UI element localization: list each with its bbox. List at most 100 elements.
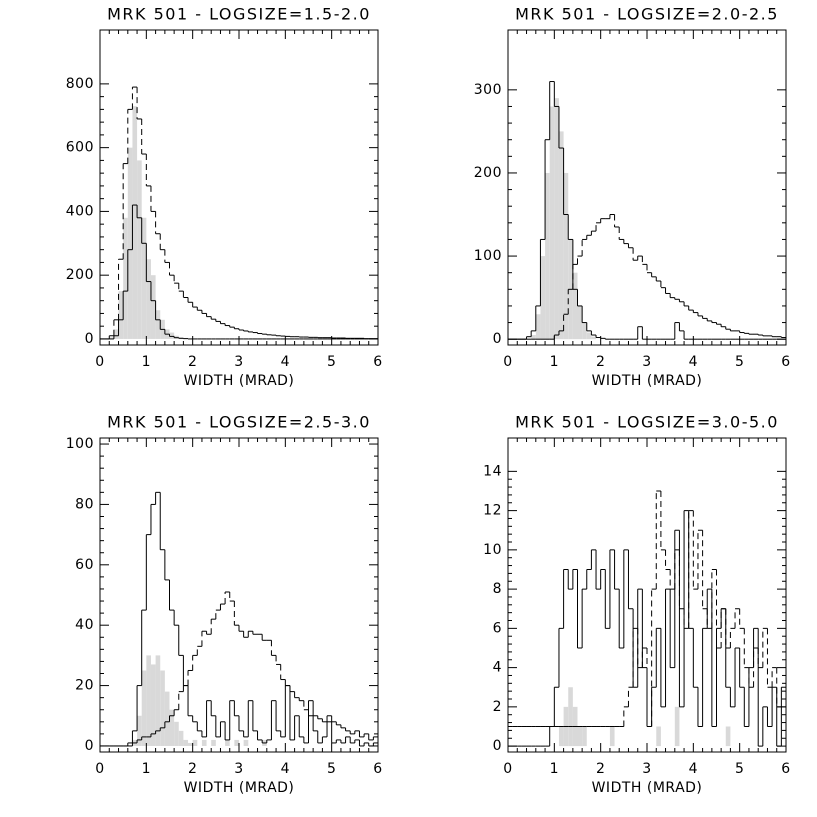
hist-bar (609, 726, 615, 747)
hist-bar (141, 670, 147, 746)
x-tick-label: 4 (281, 761, 290, 777)
panel: MRK 501 - LOGSIZE=2.5-3.0 WIDTH (MRAD) 0 1 2… (66, 413, 382, 797)
x-tick-label: 5 (735, 761, 744, 777)
y-tick-label: 0 (85, 738, 94, 754)
y-tick-label: 40 (75, 617, 94, 633)
y-tick-label: 8 (493, 581, 502, 597)
x-tick-label: 6 (373, 354, 382, 370)
chart-title: MRK 501 - LOGSIZE=2.0-2.5 (515, 5, 779, 24)
hist-bar (558, 726, 564, 747)
hist-bar (155, 655, 161, 746)
chart-title: MRK 501 - LOGSIZE=1.5-2.0 (107, 5, 371, 24)
hist-bar (109, 337, 114, 339)
x-tick-label: 3 (234, 761, 243, 777)
x-tick-label: 4 (689, 354, 698, 370)
x-tick-label: 0 (503, 761, 512, 777)
x-tick-label: 6 (781, 354, 790, 370)
hist-bar (577, 305, 583, 340)
y-tick-label: 0 (85, 331, 94, 347)
y-tick-label: 0 (493, 331, 502, 347)
hist-bar (554, 98, 559, 340)
x-tick-label: 0 (503, 354, 512, 370)
hist-bar (540, 256, 546, 340)
y-tick-label: 12 (483, 503, 502, 519)
x-tick-label: 2 (596, 761, 605, 777)
hist-bar (150, 275, 156, 339)
hist-bar (243, 739, 249, 746)
x-tick-label: 4 (689, 761, 698, 777)
hist-bar (132, 106, 138, 339)
hist-bar (725, 726, 731, 747)
hist-bar (169, 709, 175, 746)
y-tick-label: 6 (493, 620, 502, 636)
hist-bar (201, 739, 207, 746)
x-tick-label: 5 (327, 761, 336, 777)
x-tick-label: 5 (735, 354, 744, 370)
hist-bar (150, 664, 156, 746)
hist-bar (155, 310, 161, 339)
hist-bar (234, 739, 239, 746)
y-tick-label: 200 (66, 267, 94, 283)
panel: MRK 501 - LOGSIZE=1.5-2.0 WIDTH (MRAD) 0 1 2… (66, 5, 382, 390)
x-tick-label: 1 (142, 761, 151, 777)
x-axis-label: WIDTH (MRAD) (184, 373, 295, 389)
hist-bar (577, 726, 583, 747)
hist-bar (674, 706, 680, 747)
hist-bar (568, 687, 573, 747)
panel: MRK 501 - LOGSIZE=2.0-2.5 WIDTH (MRAD) 0 1 2… (474, 5, 790, 390)
y-tick-label: 80 (75, 496, 94, 512)
hist-bar (169, 332, 175, 339)
hist-bar (160, 670, 165, 746)
chart-title: MRK 501 - LOGSIZE=2.5-3.0 (107, 413, 371, 432)
hist-bar (146, 259, 151, 339)
hist-bar (164, 691, 170, 746)
y-tick-label: 400 (66, 203, 94, 219)
x-axis-label: WIDTH (MRAD) (184, 780, 295, 796)
x-tick-label: 0 (95, 761, 104, 777)
x-tick-label: 2 (596, 354, 605, 370)
y-tick-label: 14 (483, 463, 502, 479)
hist-bar (225, 739, 230, 746)
x-axis-label: WIDTH (MRAD) (592, 780, 703, 796)
x-axis-label: WIDTH (MRAD) (592, 373, 703, 389)
x-tick-label: 2 (188, 761, 197, 777)
hist-bar (535, 314, 541, 340)
hist-bar (582, 726, 587, 747)
hist-bar (545, 172, 550, 340)
x-tick-label: 1 (142, 354, 151, 370)
hist-bar (146, 655, 151, 746)
hist-bar (558, 131, 564, 340)
y-tick-label: 100 (66, 436, 94, 452)
y-tick-label: 0 (493, 738, 502, 754)
hist-bar (572, 272, 578, 340)
hist-bar (118, 291, 124, 339)
chart-title: MRK 501 - LOGSIZE=3.0-5.0 (515, 413, 779, 432)
hist-bar (137, 160, 142, 339)
y-tick-label: 20 (75, 678, 94, 694)
x-tick-label: 6 (373, 761, 382, 777)
hist-bar (188, 742, 193, 746)
hist-bar (591, 336, 597, 340)
hist-bar (113, 329, 119, 339)
hist-bar (531, 335, 536, 340)
hist-bar (586, 332, 592, 340)
hist-bar (192, 739, 198, 746)
panel: MRK 501 - LOGSIZE=3.0-5.0 WIDTH (MRAD) 0 1 2… (483, 413, 790, 797)
hist-bar (174, 721, 179, 746)
x-tick-label: 3 (234, 354, 243, 370)
hist-bar (582, 322, 587, 340)
y-tick-label: 60 (75, 557, 94, 573)
y-tick-label: 2 (493, 699, 502, 715)
hist-bar (123, 217, 128, 339)
y-tick-label: 4 (493, 660, 502, 676)
hist-bar (549, 106, 555, 340)
y-tick-label: 200 (474, 165, 502, 181)
y-tick-label: 800 (66, 76, 94, 92)
y-tick-label: 300 (474, 82, 502, 98)
hist-bar (656, 726, 661, 747)
x-tick-label: 3 (642, 761, 651, 777)
x-tick-label: 2 (188, 354, 197, 370)
x-tick-label: 1 (550, 354, 559, 370)
